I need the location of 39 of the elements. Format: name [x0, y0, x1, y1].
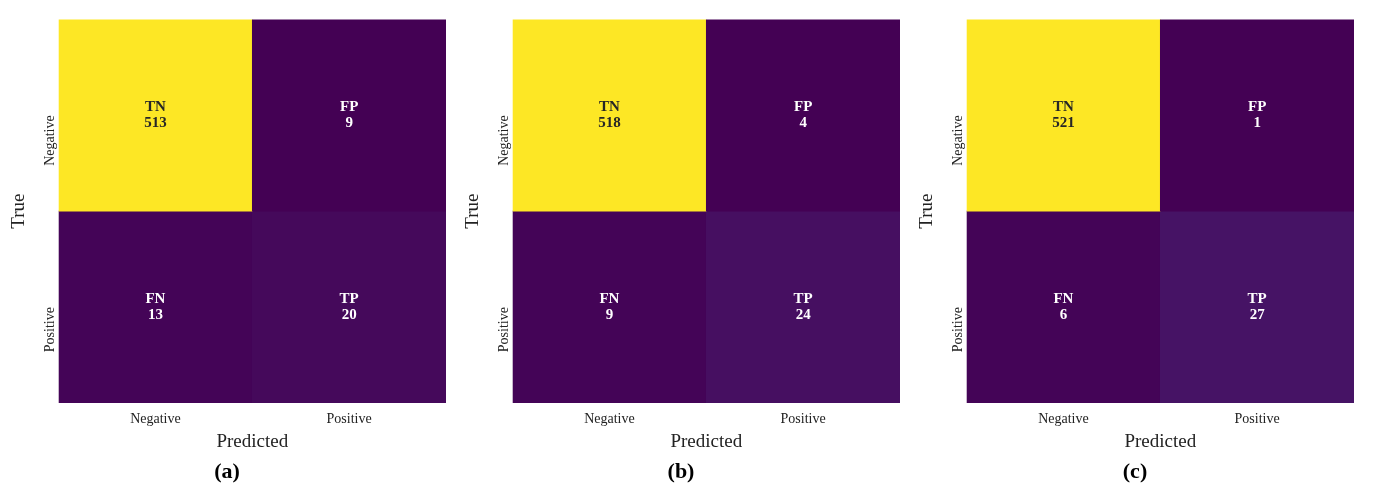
data-label: 518 — [598, 114, 621, 131]
data-label: 4 — [799, 114, 808, 131]
data-label: 9 — [605, 305, 614, 322]
x-axis-title: Predicted — [216, 430, 289, 452]
data-label: 24 — [795, 305, 812, 322]
x-tick-label: Negative — [584, 411, 635, 427]
y-axis-title: True — [7, 193, 29, 229]
annotation: FN — [599, 289, 620, 306]
annotation: TP — [793, 289, 813, 306]
annotation: TP — [1247, 289, 1267, 306]
text: (a) — [214, 458, 240, 484]
x-axis-title: Predicted — [1124, 430, 1197, 452]
x-tick-label: Negative — [130, 411, 181, 427]
x-tick-label: Negative — [1038, 411, 1089, 427]
y-axis-title: True — [915, 193, 937, 229]
text: (b) — [667, 458, 695, 484]
annotation: TN — [599, 98, 621, 115]
x-axis-title: Predicted — [670, 430, 743, 452]
data-label: 513 — [144, 114, 167, 131]
annotation: FN — [1053, 289, 1074, 306]
annotation: FP — [793, 98, 813, 115]
data-label: 27 — [1249, 305, 1266, 322]
text: (c) — [1122, 458, 1148, 484]
data-label: 6 — [1059, 305, 1068, 322]
data-label: 521 — [1052, 114, 1075, 131]
data-label: 9 — [345, 114, 353, 131]
annotation: TP — [339, 289, 359, 306]
y-axis-title: True — [461, 193, 483, 229]
data-label: 13 — [147, 305, 163, 322]
annotation: TN — [145, 98, 167, 115]
annotation: FP — [339, 98, 359, 115]
annotation: FN — [145, 289, 166, 306]
annotation: TN — [1053, 98, 1075, 115]
x-tick-label: Positive — [1234, 411, 1280, 427]
annotation: FP — [1247, 98, 1267, 115]
data-label: 20 — [341, 305, 357, 322]
x-tick-label: Positive — [780, 411, 826, 427]
x-tick-label: Positive — [326, 411, 372, 427]
data-label: 1 — [1253, 114, 1261, 131]
